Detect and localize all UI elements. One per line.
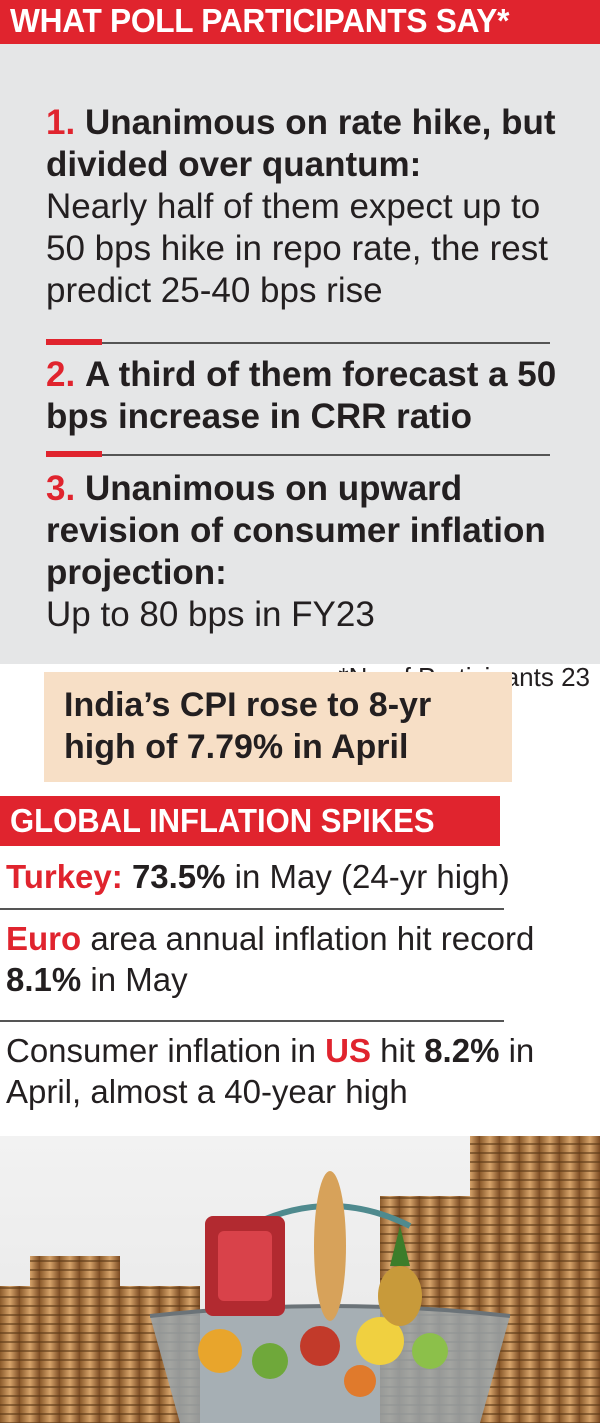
- poll-item-number: 3.: [46, 469, 76, 508]
- inflation-item-us: Consumer inflation in US hit 8.2% in Apr…: [6, 1030, 596, 1112]
- poll-item-3: 3. Unanimous on upward revision of consu…: [46, 468, 566, 636]
- shopping-basket-coins-photo: [0, 1136, 600, 1423]
- country-label: Turkey:: [6, 858, 123, 895]
- poll-item-number: 1.: [46, 103, 76, 142]
- poll-banner-title: WHAT POLL PARTICIPANTS SAY*: [10, 2, 510, 39]
- poll-item-headline: A third of them forecast a 50 bps increa…: [46, 355, 557, 436]
- inflation-value: 73.5%: [131, 858, 226, 895]
- divider: [0, 1020, 504, 1022]
- country-label: Euro: [6, 920, 82, 957]
- poll-item-2: 2. A third of them forecast a 50 bps inc…: [46, 354, 566, 438]
- inflation-value: 8.1%: [6, 961, 82, 998]
- inflation-text: in May (24-yr high): [225, 858, 510, 895]
- inflation-item-euro: Euro area annual inflation hit record 8.…: [6, 918, 596, 1000]
- divider: [46, 339, 550, 345]
- poll-item-text: Nearly half of them expect up to 50 bps …: [46, 187, 548, 310]
- global-inflation-title: GLOBAL INFLATION SPIKES: [10, 802, 435, 839]
- inflation-item-turkey: Turkey: 73.5% in May (24-yr high): [6, 856, 596, 897]
- cpi-text: India’s CPI rose to 8-yr high of 7.79% i…: [64, 686, 432, 766]
- inflation-value: 8.2%: [424, 1032, 500, 1069]
- poll-panel: 1. Unanimous on rate hike, but divided o…: [0, 44, 600, 692]
- inflation-text: hit: [371, 1032, 425, 1069]
- poll-item-headline: Unanimous on upward revision of consumer…: [46, 469, 546, 592]
- poll-item-headline: Unanimous on rate hike, but divided over…: [46, 103, 556, 184]
- poll-banner: WHAT POLL PARTICIPANTS SAY*: [0, 0, 600, 44]
- divider: [0, 908, 504, 910]
- country-label: US: [325, 1032, 371, 1069]
- cpi-highlight-box: India’s CPI rose to 8-yr high of 7.79% i…: [44, 672, 512, 782]
- poll-item-text: Up to 80 bps in FY23: [46, 595, 375, 634]
- inflation-text: in April, almost a 40-year high: [6, 1032, 535, 1110]
- inflation-text: in May: [81, 961, 188, 998]
- poll-item-1: 1. Unanimous on rate hike, but divided o…: [46, 102, 566, 312]
- divider: [46, 451, 550, 457]
- inflation-text: area annual inflation hit record: [81, 920, 535, 957]
- inflation-text: Consumer inflation in: [6, 1032, 326, 1069]
- global-inflation-banner: GLOBAL INFLATION SPIKES: [0, 796, 500, 846]
- shopping-basket-with-coin-stacks-icon: [0, 1136, 600, 1423]
- poll-item-number: 2.: [46, 355, 76, 394]
